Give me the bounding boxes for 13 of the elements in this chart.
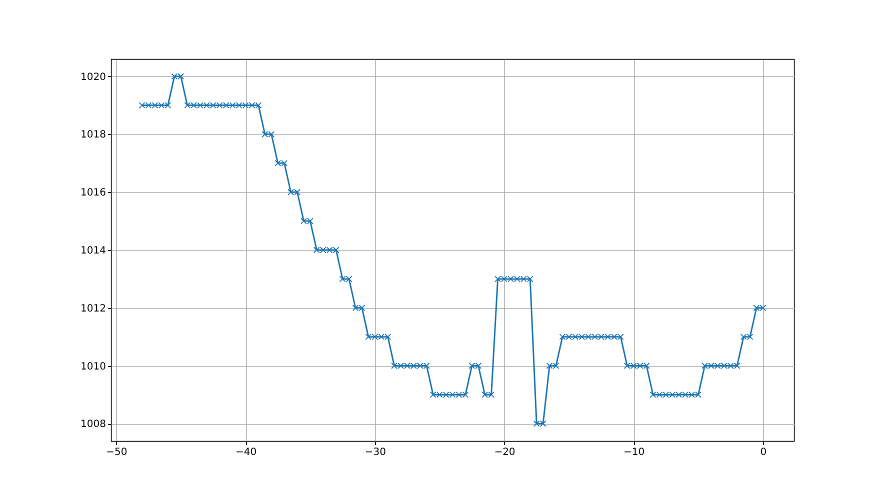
y-tick-label: 1014 — [80, 246, 106, 256]
x-tick-label: −30 — [364, 447, 386, 458]
x-tick-label: −10 — [624, 447, 645, 458]
y-tick-label: 1016 — [80, 188, 106, 199]
y-tick-label: 1018 — [80, 130, 106, 141]
x-tick-label: −20 — [494, 447, 516, 458]
x-tick-label: −50 — [106, 447, 128, 458]
y-tick-label: 1012 — [80, 303, 106, 314]
y-tick-label: 1008 — [80, 419, 106, 430]
y-tick-label: 1010 — [80, 361, 106, 372]
y-tick-label: 1020 — [80, 72, 106, 83]
x-tick-label: −40 — [235, 447, 257, 458]
x-tick-label: 0 — [760, 447, 767, 458]
